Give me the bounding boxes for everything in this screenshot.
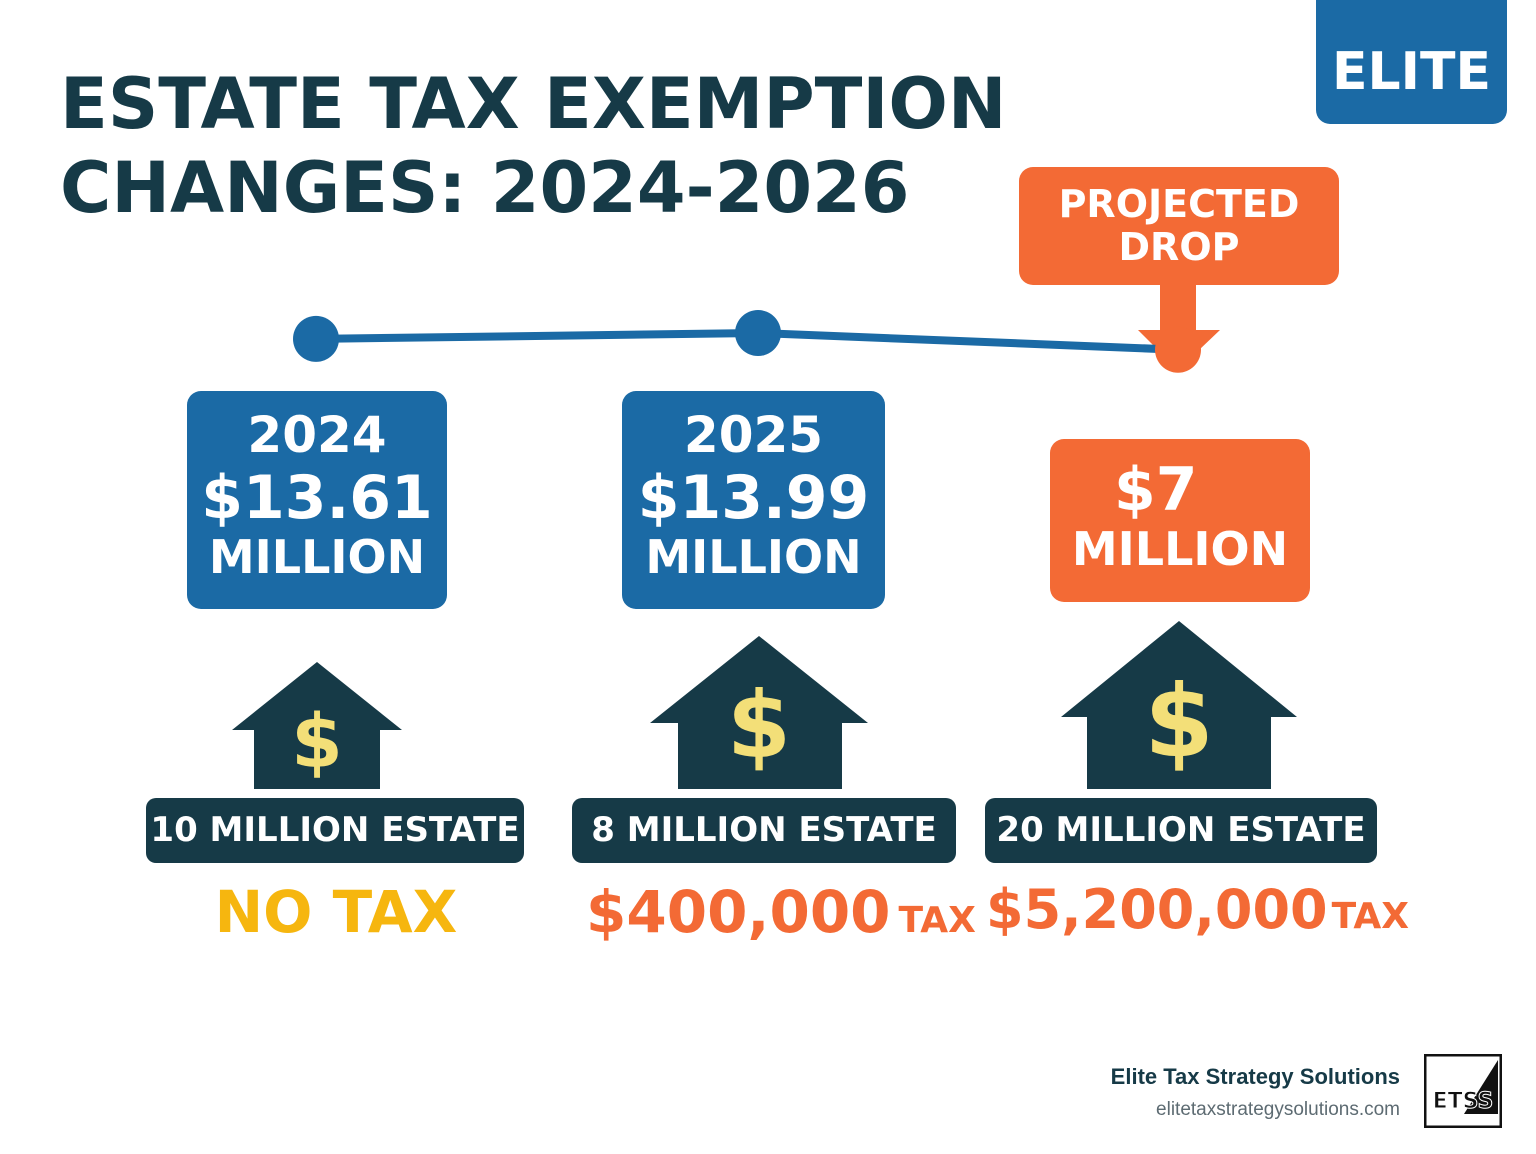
page-title: ESTATE TAX EXEMPTION CHANGES: 2024-2026 <box>60 62 1020 230</box>
trend-point <box>1155 326 1201 373</box>
tax-word: TAX <box>898 900 976 941</box>
tax-result-2: $400,000 TAX <box>586 878 976 946</box>
house-icon-1: $ <box>232 662 402 789</box>
value-box-projected: $7 MILLION <box>1050 439 1310 602</box>
estate-label-3: 20 MILLION ESTATE <box>985 798 1377 863</box>
box-unit: MILLION <box>208 530 426 584</box>
tax-result-3: $5,200,000 TAX <box>986 878 1409 941</box>
logo-text: ETSS <box>1433 1089 1494 1114</box>
dollar-icon: $ <box>1144 663 1214 780</box>
box-amount: $7 <box>1114 455 1198 525</box>
tax-amount: $5,200,000 <box>986 878 1328 941</box>
dollar-icon: $ <box>291 699 343 785</box>
projected-drop-callout: PROJECTED DROP <box>1019 167 1339 285</box>
footer-company: Elite Tax Strategy Solutions <box>1110 1064 1400 1089</box>
house-icon-2: $ <box>650 636 868 789</box>
trend-point <box>735 310 781 356</box>
title-line-1: ESTATE TAX EXEMPTION <box>60 63 1007 145</box>
box-unit: MILLION <box>645 530 862 584</box>
estate-label-2: 8 MILLION ESTATE <box>572 798 956 863</box>
company-logo: ETSS <box>1424 1054 1502 1128</box>
tax-amount: $400,000 <box>586 878 891 946</box>
box-amount: $13.99 <box>637 463 870 533</box>
tax-amount: NO TAX <box>214 878 458 946</box>
box-year: 2024 <box>247 406 387 464</box>
house-icon-3: $ <box>1061 621 1297 789</box>
estate-label-1: 10 MILLION ESTATE <box>146 798 524 863</box>
callout-line-2: DROP <box>1118 225 1240 269</box>
tax-word: TAX <box>1331 896 1410 937</box>
tax-result-1: NO TAX <box>196 878 476 946</box>
callout-line-1: PROJECTED <box>1058 182 1300 226</box>
title-line-2: CHANGES: 2024-2026 <box>60 147 910 229</box>
dollar-icon: $ <box>727 672 791 779</box>
box-year: 2025 <box>683 406 824 464</box>
value-box-2025: 2025 $13.99 MILLION <box>622 391 885 609</box>
box-unit: MILLION <box>1071 522 1289 576</box>
footer-url: elitetaxstrategysolutions.com <box>1156 1099 1400 1120</box>
box-amount: $13.61 <box>201 463 433 533</box>
trend-point <box>293 315 339 362</box>
value-box-2024: 2024 $13.61 MILLION <box>187 391 447 609</box>
brand-badge: ELITE <box>1316 0 1507 124</box>
